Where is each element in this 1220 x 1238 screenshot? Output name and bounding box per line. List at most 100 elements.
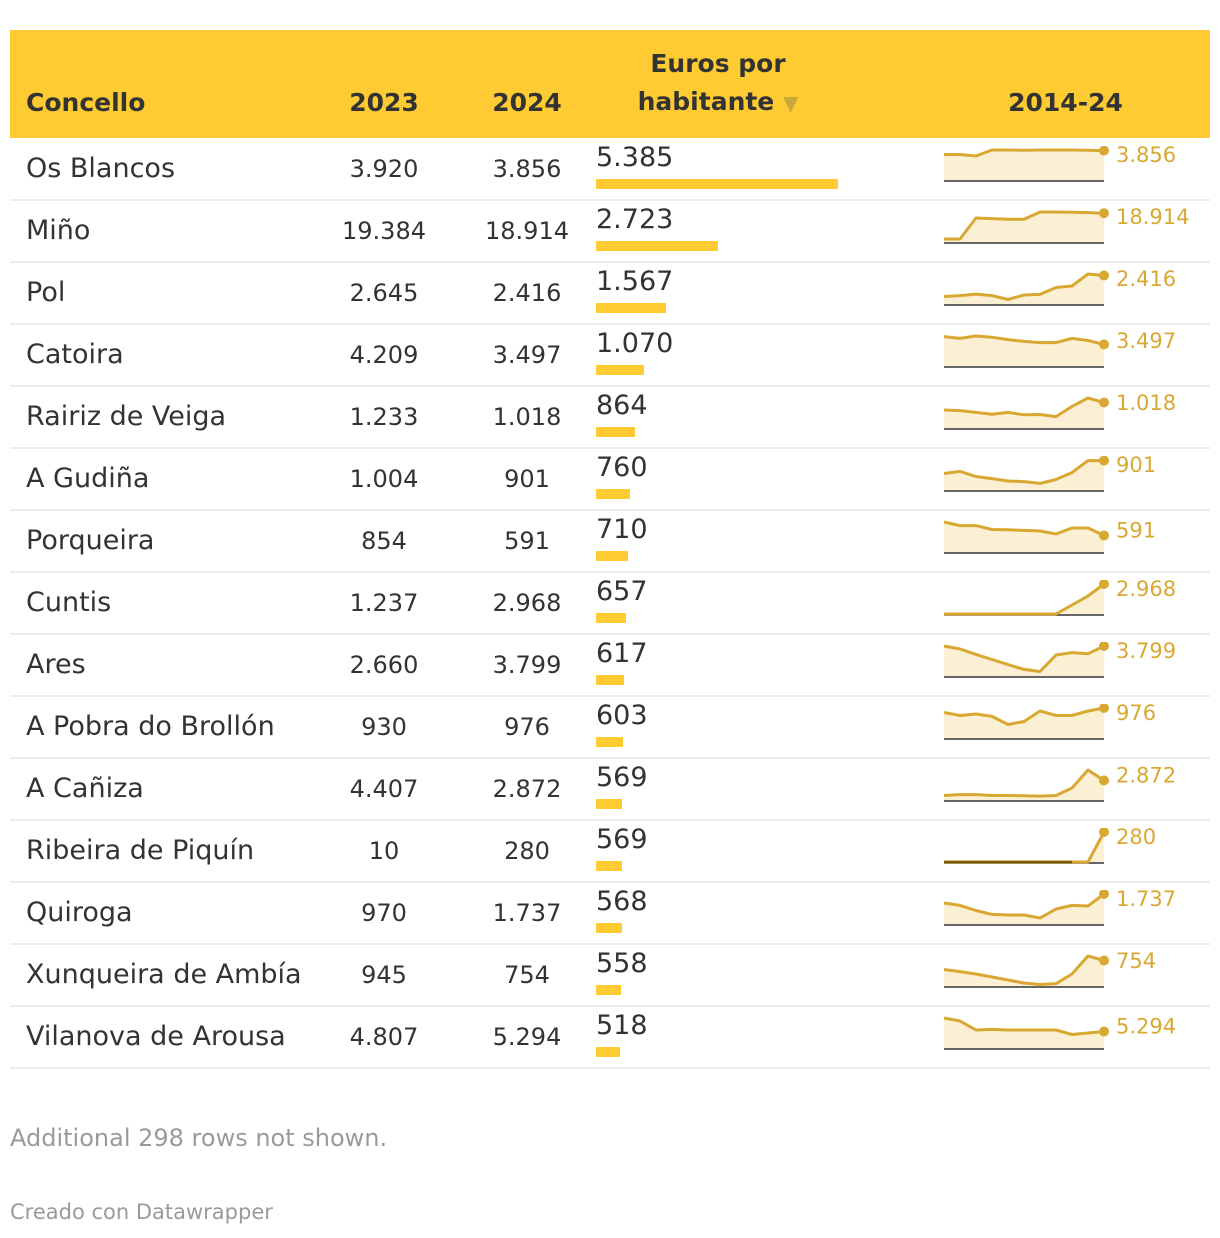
- table-row: A Pobra do Brollón 930 976 603 976: [10, 696, 1210, 758]
- cell-euros-por-habitante: 710: [596, 510, 942, 572]
- sparkline-area: [944, 149, 1104, 180]
- cell-euros-por-habitante: 864: [596, 386, 942, 448]
- sparkline-line: [944, 148, 1105, 157]
- cell-2023: 970: [361, 899, 407, 927]
- bar-value-label: 569: [596, 824, 648, 855]
- per-capita-bar: [596, 737, 623, 747]
- cell-sparkline: 280: [942, 820, 1210, 882]
- sparkline-end-label: 3.799: [1116, 642, 1176, 663]
- table-row: Miño 19.384 18.914 2.723 18.914: [10, 200, 1210, 262]
- cell-euros-por-habitante: 617: [596, 634, 942, 696]
- sparkline-end-point: [1099, 642, 1109, 651]
- sparkline-line: [943, 396, 1105, 419]
- per-capita-bar: [596, 551, 628, 561]
- per-capita-bar: [596, 303, 666, 313]
- bar-value-label: 760: [596, 452, 648, 483]
- cell-concello: Ribeira de Piquín: [26, 835, 255, 866]
- table-row: Pol 2.645 2.416 1.567 2.416: [10, 262, 1210, 324]
- cell-2024: 1.018: [492, 403, 562, 431]
- table-row: Quiroga 970 1.737 568 1.737: [10, 882, 1210, 944]
- cell-sparkline: 976: [942, 696, 1210, 758]
- cell-2024: 754: [504, 961, 550, 989]
- header-euros-por-habitante[interactable]: Euros por habitante ▼: [596, 30, 942, 138]
- cell-euros-por-habitante: 568: [596, 882, 942, 944]
- sparkline-end-label: 976: [1116, 704, 1156, 725]
- per-capita-bar: [596, 985, 621, 995]
- cell-concello: Cuntis: [26, 587, 112, 618]
- sparkline-area: [944, 460, 1104, 490]
- cell-sparkline: 18.914: [942, 200, 1210, 262]
- table-body: Os Blancos 3.920 3.856 5.385 3.856 Miño 19.384…: [10, 138, 1210, 1068]
- sparkline-line: [943, 520, 1105, 537]
- cell-2023: 1.233: [349, 403, 419, 431]
- cell-concello: Rairiz de Veiga: [26, 401, 227, 432]
- cell-sparkline: 5.294: [942, 1006, 1210, 1068]
- table-row: Porqueira 854 591 710 591: [10, 510, 1210, 572]
- sparkline-chart: 280: [944, 828, 1156, 864]
- cell-euros-por-habitante: 558: [596, 944, 942, 1006]
- cell-sparkline: 591: [942, 510, 1210, 572]
- per-capita-bar: [596, 427, 635, 437]
- header-2024-label: 2024: [492, 88, 562, 117]
- cell-2024: 901: [504, 465, 550, 493]
- table-row: Cuntis 1.237 2.968 657 2.968: [10, 572, 1210, 634]
- cell-concello: Catoira: [26, 339, 124, 370]
- header-2024[interactable]: 2024: [458, 30, 596, 138]
- bar-value-label: 568: [596, 886, 648, 917]
- per-capita-bar: [596, 799, 622, 809]
- table-row: Xunqueira de Ambía 945 754 558 754: [10, 944, 1210, 1006]
- cell-2024: 591: [504, 527, 550, 555]
- sparkline-end-point: [1099, 530, 1109, 541]
- cell-2023: 2.645: [349, 279, 419, 307]
- sparkline-end-label: 2.416: [1116, 270, 1176, 291]
- sparkline-chart: 901: [943, 456, 1156, 492]
- sparkline-line: [943, 459, 1104, 485]
- cell-euros-por-habitante: 2.723: [596, 200, 942, 262]
- sparkline-chart: 1.737: [943, 890, 1176, 926]
- header-2014-24-label: 2014-24: [1008, 88, 1123, 117]
- bar-value-label: 617: [596, 638, 648, 669]
- cell-2024: 280: [504, 837, 550, 865]
- sparkline-chart: 2.416: [943, 270, 1176, 306]
- sparkline-line: [943, 706, 1105, 726]
- sparkline-end-point: [1099, 1026, 1109, 1037]
- sparkline-end-point: [1099, 456, 1109, 466]
- header-concello[interactable]: Concello: [10, 30, 310, 138]
- sparkline-end-point: [1099, 397, 1109, 408]
- header-euros-label-line1: Euros por: [650, 49, 786, 78]
- header-2023[interactable]: 2023: [310, 30, 458, 138]
- datawrapper-credit[interactable]: Creado con Datawrapper: [10, 1200, 273, 1224]
- cell-2024: 2.872: [492, 775, 562, 803]
- cell-concello: A Cañiza: [26, 773, 144, 804]
- per-capita-bar: [596, 1047, 620, 1057]
- cell-2024: 2.968: [492, 589, 562, 617]
- sparkline-chart: 18.914: [944, 208, 1189, 244]
- cell-2024: 3.497: [492, 341, 562, 369]
- cell-2024: 3.799: [492, 651, 562, 679]
- sparkline-area: [944, 522, 1104, 552]
- sparkline-line: [943, 954, 1105, 986]
- sparkline-area: [944, 398, 1104, 428]
- sparkline-end-label: 2.968: [1116, 580, 1176, 601]
- sparkline-area: [944, 336, 1104, 366]
- cell-euros-por-habitante: 603: [596, 696, 942, 758]
- table-row: Catoira 4.209 3.497 1.070 3.497: [10, 324, 1210, 386]
- sparkline-area: [944, 956, 1104, 986]
- per-capita-bar: [596, 241, 718, 251]
- cell-sparkline: 2.968: [942, 572, 1210, 634]
- sparkline-area: [944, 646, 1104, 676]
- cell-concello: Quiroga: [26, 897, 133, 928]
- cell-euros-por-habitante: 1.567: [596, 262, 942, 324]
- sparkline-line: [943, 272, 1105, 301]
- bar-value-label: 657: [596, 576, 648, 607]
- cell-sparkline: 2.872: [942, 758, 1210, 820]
- sparkline-end-point: [1099, 828, 1109, 837]
- header-2023-label: 2023: [349, 88, 419, 117]
- header-2014-24[interactable]: 2014-24: [942, 30, 1210, 138]
- per-capita-bar: [596, 613, 626, 623]
- per-capita-bar: [596, 923, 622, 933]
- sparkline-area: [944, 1018, 1104, 1048]
- sparkline-end-point: [1099, 270, 1109, 281]
- sparkline-end-point: [1099, 208, 1109, 219]
- sparkline-area: [944, 894, 1104, 924]
